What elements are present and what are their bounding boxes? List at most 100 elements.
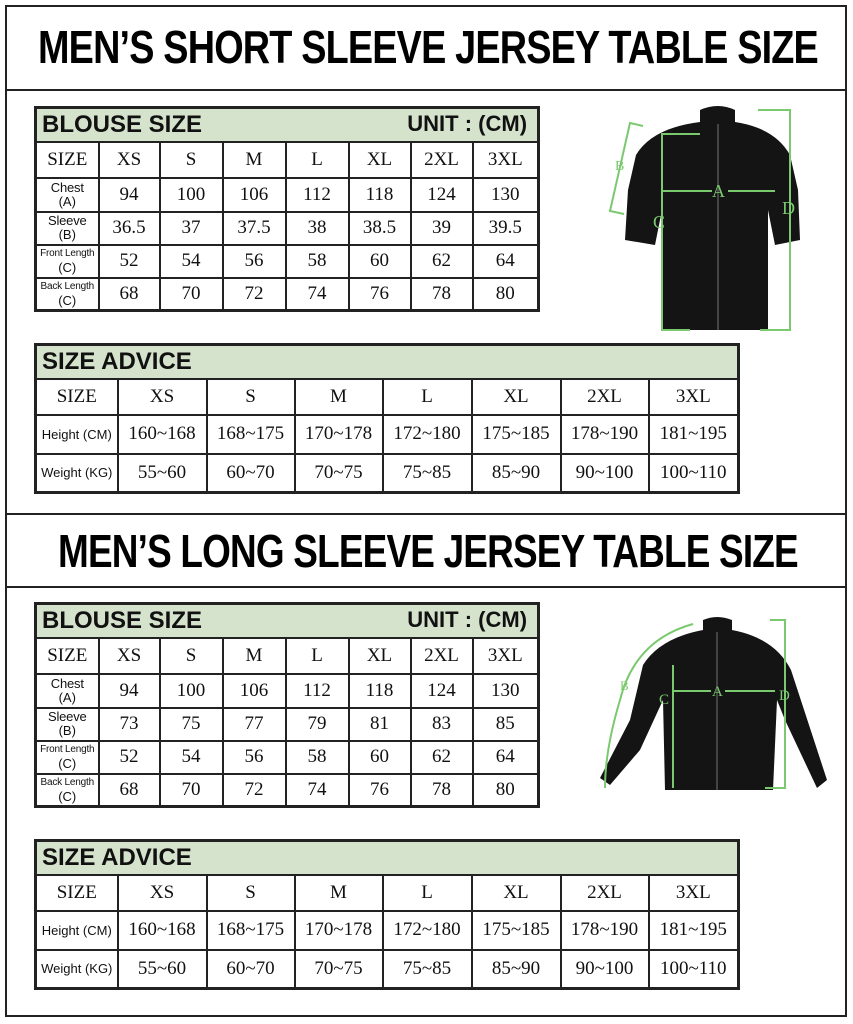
unit-label: UNIT : (CM) bbox=[407, 606, 528, 632]
unit-label: UNIT : (CM) bbox=[407, 110, 528, 136]
size-advice-table: SIZE ADVICE SIZE XS S M L XL 2XL 3XL Height (CM) 1… bbox=[34, 839, 741, 990]
size-row: SIZE XS S M L XL 2XL 3XL bbox=[34, 140, 540, 179]
value-cell: 64 bbox=[471, 243, 540, 279]
divider bbox=[5, 513, 847, 515]
value-cell: 80 bbox=[471, 772, 540, 808]
size-header-cell: L bbox=[284, 140, 350, 179]
value-cell: 54 bbox=[158, 739, 224, 775]
size-advice-table: SIZE ADVICE SIZE XS S M L XL 2XL 3XL Height (CM) 1… bbox=[34, 343, 741, 494]
measure-lines bbox=[604, 619, 786, 789]
value-cell: 68 bbox=[97, 772, 161, 808]
size-header-cell: S bbox=[205, 377, 296, 416]
value-cell: 77 bbox=[221, 706, 287, 742]
table-row: Weight (KG) 55~60 60~70 70~75 75~85 85~90 90~1… bbox=[34, 452, 740, 494]
value-cell: 118 bbox=[347, 176, 412, 213]
value-cell: 64 bbox=[471, 739, 540, 775]
size-header-cell: XL bbox=[470, 377, 562, 416]
measure-name: Chest bbox=[50, 675, 84, 691]
blouse-size-table: BLOUSE SIZE UNIT : (CM) SIZE XS S M L XL 2XL 3XL C… bbox=[34, 602, 541, 808]
measure-code: (C) bbox=[58, 292, 77, 308]
size-header-cell: SIZE bbox=[34, 140, 100, 179]
measure-code: (A) bbox=[58, 689, 76, 705]
table-row: Sleeve (B) 73 75 77 79 81 83 85 bbox=[34, 706, 540, 742]
value-cell: 78 bbox=[409, 276, 474, 312]
value-cell: 79 bbox=[284, 706, 350, 742]
measure-name: Sleeve bbox=[47, 213, 87, 228]
measure-name: Front Length bbox=[40, 744, 95, 755]
divider bbox=[5, 586, 847, 588]
value-cell: 181~195 bbox=[647, 413, 740, 455]
table-row: Front Length (C) 52 54 56 58 60 62 64 bbox=[34, 739, 540, 775]
table-row: Sleeve (B) 36.5 37 37.5 38 38.5 39 39.5 bbox=[34, 210, 540, 246]
size-row: SIZE XS S M L XL 2XL 3XL bbox=[34, 377, 740, 416]
value-cell: 38 bbox=[284, 210, 350, 246]
value-cell: 81 bbox=[347, 706, 412, 742]
table-title: BLOUSE SIZE UNIT : (CM) bbox=[34, 602, 540, 639]
value-cell: 72 bbox=[221, 276, 287, 312]
value-cell: 100~110 bbox=[647, 948, 740, 990]
value-cell: 124 bbox=[409, 672, 474, 709]
value-cell: 90~100 bbox=[559, 948, 650, 990]
size-header-cell: M bbox=[293, 377, 384, 416]
short-sleeve-title: MEN’S SHORT SLEEVE JERSEY TABLE SIZE bbox=[38, 21, 819, 73]
value-cell: 172~180 bbox=[381, 909, 473, 951]
label-b: B bbox=[615, 159, 624, 174]
value-cell: 178~190 bbox=[559, 909, 650, 951]
value-cell: 112 bbox=[284, 672, 350, 709]
value-cell: 60~70 bbox=[205, 948, 296, 990]
row-label: Chest (A) bbox=[34, 176, 100, 213]
value-cell: 54 bbox=[158, 243, 224, 279]
value-cell: 118 bbox=[347, 672, 412, 709]
measure-code: (B) bbox=[58, 723, 76, 738]
value-cell: 75~85 bbox=[381, 452, 473, 494]
size-row: SIZE XS S M L XL 2XL 3XL bbox=[34, 873, 740, 912]
value-cell: 74 bbox=[284, 772, 350, 808]
row-label: Back Length (C) bbox=[34, 772, 100, 808]
measure-code: (C) bbox=[58, 260, 77, 275]
label-c: C bbox=[659, 692, 669, 708]
value-cell: 60 bbox=[347, 739, 412, 775]
table-header-row: BLOUSE SIZE UNIT : (CM) bbox=[34, 602, 540, 639]
blouse-size-title: BLOUSE SIZE bbox=[42, 110, 203, 138]
value-cell: 37.5 bbox=[221, 210, 287, 246]
size-header-cell: L bbox=[381, 873, 473, 912]
measure-lines bbox=[608, 109, 791, 331]
row-label: Front Length (C) bbox=[34, 243, 100, 279]
size-header-cell: 2XL bbox=[559, 377, 650, 416]
value-cell: 70~75 bbox=[293, 948, 384, 990]
size-header-cell: 2XL bbox=[559, 873, 650, 912]
size-header-cell: XL bbox=[347, 140, 412, 179]
value-cell: 170~178 bbox=[293, 909, 384, 951]
size-header-cell: 3XL bbox=[471, 636, 540, 675]
table-row: Chest (A) 94 100 106 112 118 124 130 bbox=[34, 176, 540, 213]
jersey-shape bbox=[600, 617, 827, 790]
table-header-row: BLOUSE SIZE UNIT : (CM) bbox=[34, 106, 540, 143]
value-cell: 74 bbox=[284, 276, 350, 312]
value-cell: 85 bbox=[471, 706, 540, 742]
value-cell: 70 bbox=[158, 772, 224, 808]
long-sleeve-title: MEN’S LONG SLEEVE JERSEY TABLE SIZE bbox=[58, 525, 799, 577]
size-header-cell: SIZE bbox=[34, 873, 119, 912]
value-cell: 85~90 bbox=[470, 948, 562, 990]
measure-code: (C) bbox=[58, 756, 77, 771]
size-header-cell: XS bbox=[97, 636, 161, 675]
size-header-cell: 2XL bbox=[409, 636, 474, 675]
measure-name: Back Length bbox=[40, 776, 95, 788]
value-cell: 175~185 bbox=[470, 413, 562, 455]
size-header-cell: 3XL bbox=[471, 140, 540, 179]
value-cell: 68 bbox=[97, 276, 161, 312]
value-cell: 100 bbox=[158, 672, 224, 709]
short-sleeve-jersey-diagram: A B C D bbox=[608, 106, 800, 331]
measure-name: Chest bbox=[50, 179, 84, 195]
row-label: Height (CM) bbox=[34, 909, 119, 951]
value-cell: 52 bbox=[97, 739, 161, 775]
value-cell: 38.5 bbox=[347, 210, 412, 246]
value-cell: 72 bbox=[221, 772, 287, 808]
measure-name: Back Length bbox=[40, 280, 95, 292]
size-advice-title: SIZE ADVICE bbox=[34, 839, 740, 876]
value-cell: 112 bbox=[284, 176, 350, 213]
table-row: Back Length (C) 68 70 72 74 76 78 80 bbox=[34, 772, 540, 808]
value-cell: 100~110 bbox=[647, 452, 740, 494]
value-cell: 106 bbox=[221, 672, 287, 709]
